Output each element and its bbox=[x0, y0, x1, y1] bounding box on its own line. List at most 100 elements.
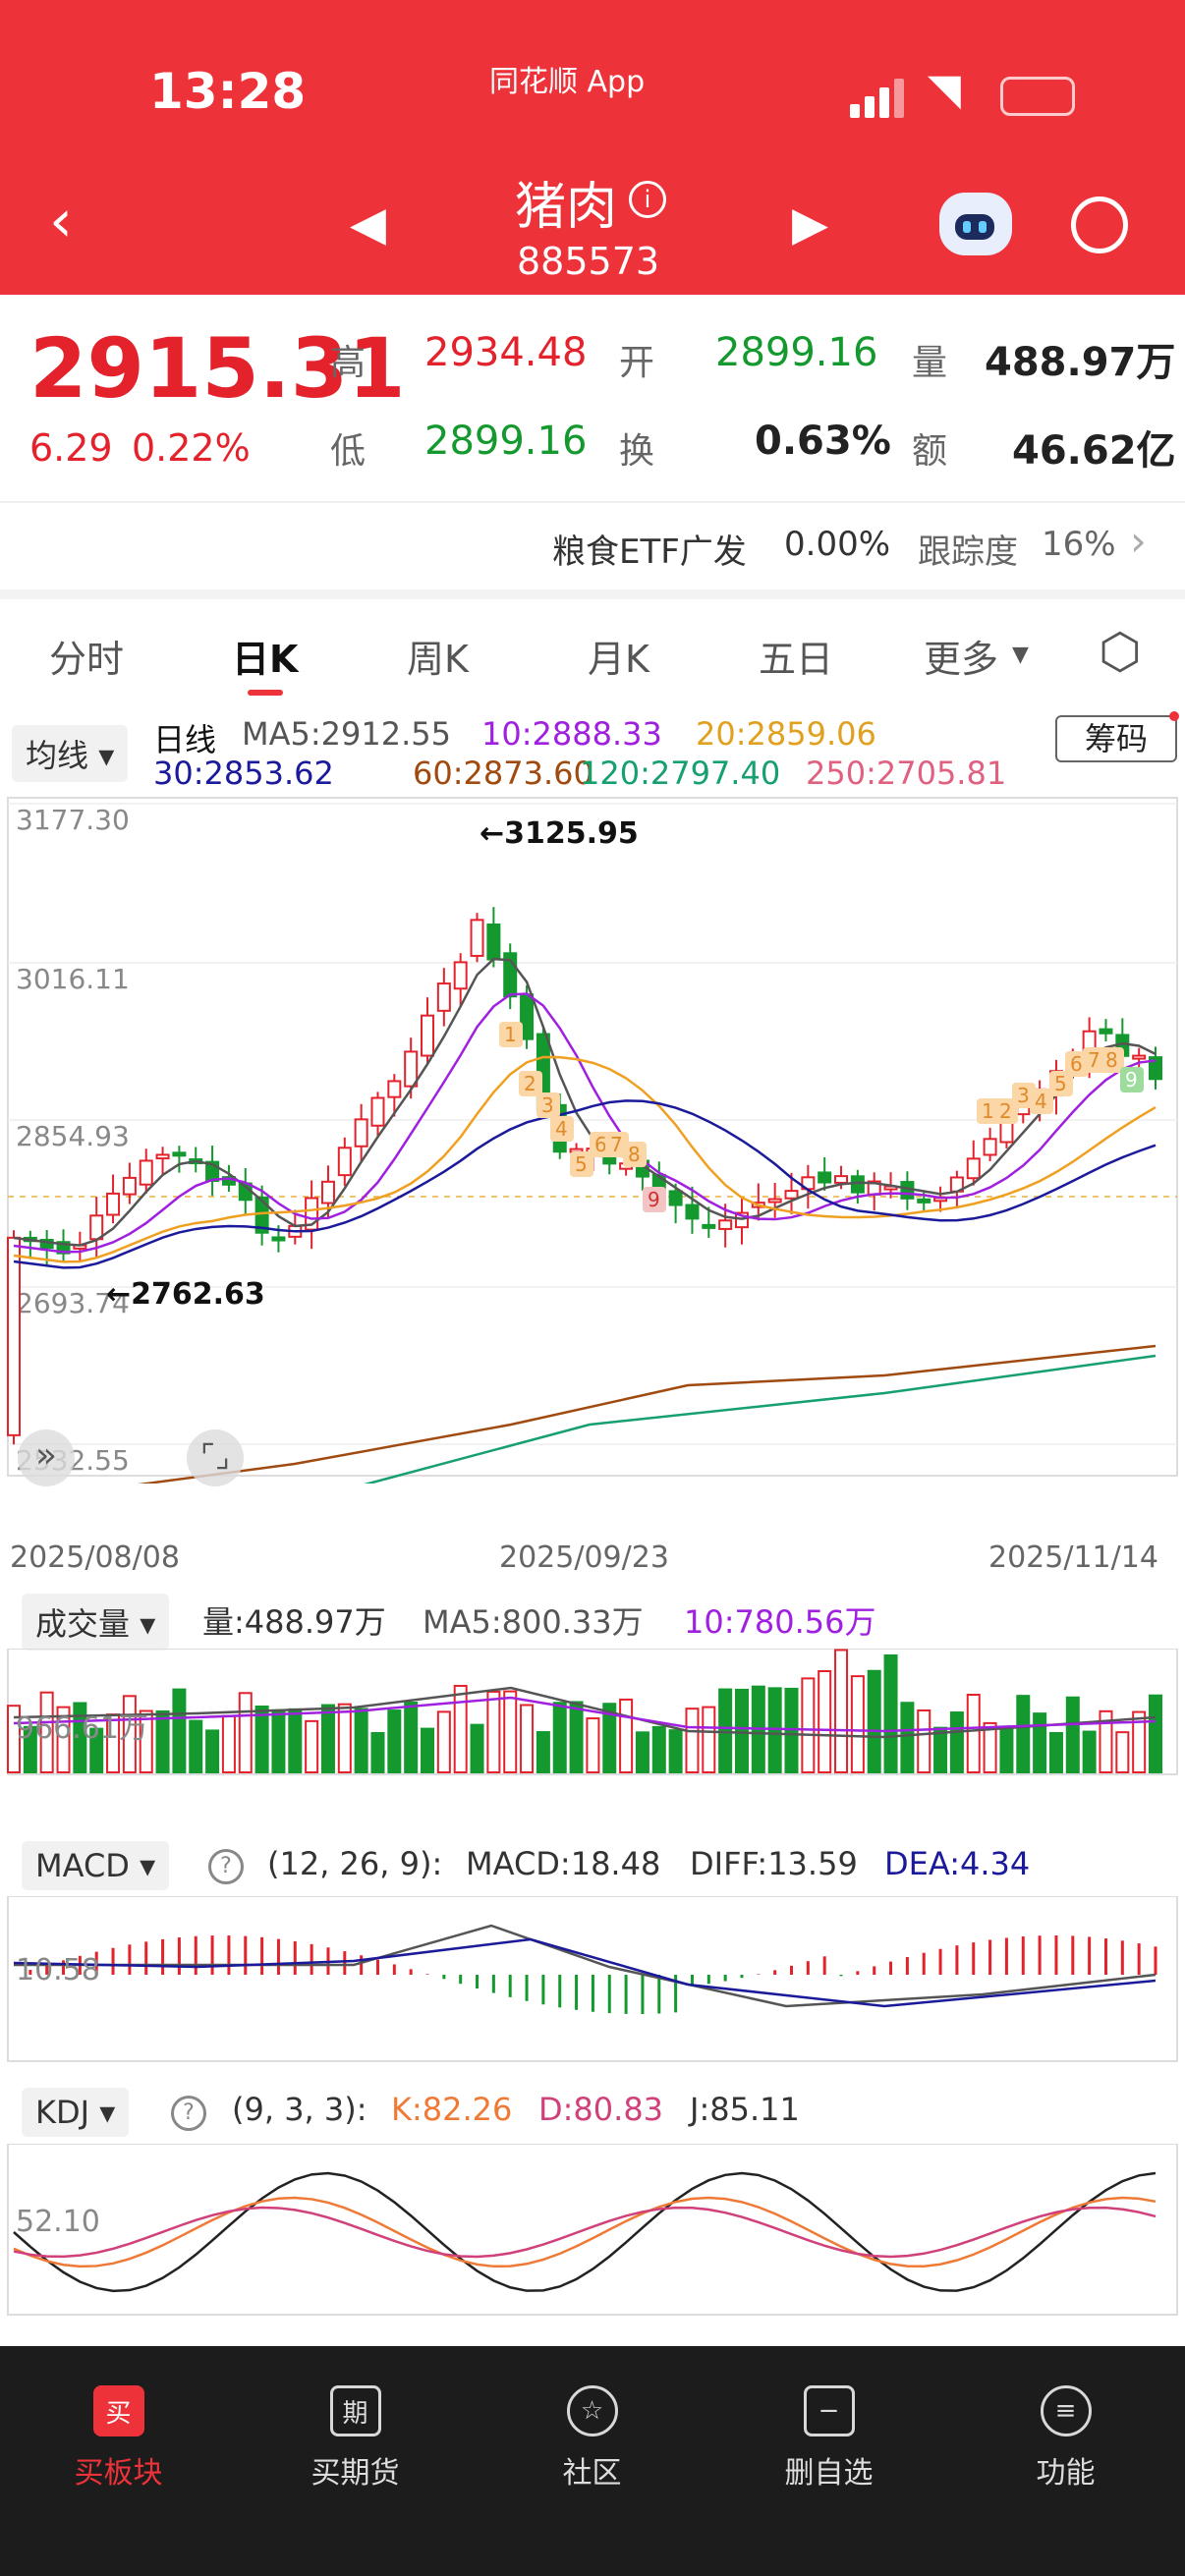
volume-bar bbox=[503, 1690, 518, 1773]
ma10-value: 10:2888.33 bbox=[481, 715, 662, 753]
candle-body bbox=[106, 1192, 121, 1216]
candle-body bbox=[7, 1236, 21, 1436]
kdj-axis-label: 52.10 bbox=[16, 2205, 100, 2239]
macd-chart[interactable] bbox=[0, 1896, 1185, 2063]
candle-body bbox=[254, 1196, 269, 1234]
tab-more[interactable]: 更多 bbox=[924, 638, 999, 681]
volume-bar bbox=[421, 1727, 435, 1773]
ma60-value: 60:2873.60 bbox=[413, 755, 593, 792]
volume-ma10-line bbox=[13, 1696, 1157, 1733]
ma30-line bbox=[13, 1099, 1157, 1269]
candle-body bbox=[486, 923, 501, 961]
td-marker-label: 1 bbox=[982, 1099, 994, 1123]
volume-bar bbox=[370, 1731, 385, 1773]
td-marker-label: 3 bbox=[541, 1093, 554, 1117]
ma5-line bbox=[13, 957, 1157, 1247]
ma-selector[interactable]: 均线 ▾ bbox=[12, 725, 129, 782]
macd-params: (12, 26, 9): bbox=[267, 1845, 443, 1882]
next-stock-icon[interactable]: ▶ bbox=[792, 196, 828, 252]
nav-functions[interactable]: ≡ 功能 bbox=[947, 2346, 1184, 2513]
volume-chart[interactable] bbox=[0, 1649, 1185, 1776]
volume-ma10: 10:780.56万 bbox=[684, 1603, 876, 1641]
robot-assistant-icon[interactable] bbox=[939, 193, 1012, 255]
candle-body bbox=[436, 982, 451, 1012]
k-value: K:82.26 bbox=[391, 2091, 513, 2128]
volume-bar bbox=[999, 1726, 1014, 1773]
volume-bar bbox=[734, 1688, 749, 1773]
volume-bar bbox=[404, 1702, 419, 1773]
settings-hexagon-icon[interactable]: ⬡ bbox=[1099, 623, 1142, 680]
prev-stock-icon[interactable]: ◀ bbox=[350, 196, 386, 252]
back-icon[interactable]: ‹ bbox=[49, 187, 73, 255]
ma10-line bbox=[13, 992, 1157, 1254]
ma120-line bbox=[364, 1354, 1157, 1484]
help-icon[interactable]: ? bbox=[208, 1849, 244, 1884]
volume-bar bbox=[801, 1677, 816, 1774]
tab-daily-k[interactable]: 日K bbox=[232, 638, 299, 681]
volume-bar bbox=[486, 1690, 501, 1773]
fullscreen-button[interactable]: ⌜⌟ bbox=[187, 1429, 244, 1486]
tab-intraday[interactable]: 分时 bbox=[49, 638, 125, 681]
candle-body bbox=[354, 1118, 368, 1148]
nav-buy-sector[interactable]: 买 买板块 bbox=[0, 2346, 237, 2513]
macd-selector-label: MACD bbox=[35, 1847, 130, 1884]
macd-selector[interactable]: MACD ▾ bbox=[22, 1841, 170, 1890]
tab-five-day[interactable]: 五日 bbox=[759, 638, 834, 681]
price-axis-label: 2854.93 bbox=[16, 1120, 130, 1152]
etf-row[interactable]: 粮食ETF广发 0.00% 跟踪度 16% › bbox=[0, 503, 1185, 589]
tab-monthly-k[interactable]: 月K bbox=[588, 638, 649, 681]
price-axis-label: 3177.30 bbox=[16, 804, 130, 836]
kdj-chart[interactable] bbox=[0, 2144, 1185, 2317]
date-mid: 2025/09/23 bbox=[499, 1540, 669, 1575]
volume-bar bbox=[552, 1702, 567, 1773]
track-value: 16% bbox=[1042, 525, 1116, 564]
signal-icon bbox=[850, 79, 905, 118]
volume-today: 量:488.97万 bbox=[202, 1603, 386, 1641]
nav-buy-futures[interactable]: 期 买期货 bbox=[237, 2346, 474, 2513]
macd-frame bbox=[7, 1896, 1178, 2062]
nav-remove-watchlist[interactable]: − 删自选 bbox=[710, 2346, 947, 2513]
search-icon[interactable] bbox=[1071, 196, 1128, 253]
help-icon[interactable]: ? bbox=[171, 2096, 206, 2131]
td-marker-bg bbox=[643, 1187, 666, 1212]
candle-body bbox=[139, 1159, 153, 1186]
buy-icon: 买 bbox=[92, 2385, 144, 2436]
td-marker-label: 8 bbox=[628, 1143, 641, 1166]
tab-weekly-k[interactable]: 周K bbox=[407, 638, 469, 681]
expand-left-button[interactable]: » bbox=[18, 1429, 75, 1486]
volume-bar bbox=[23, 1725, 37, 1773]
td-marker-label: 7 bbox=[1088, 1048, 1100, 1072]
kdj-selector-label: KDJ bbox=[35, 2094, 90, 2131]
volume-bar bbox=[205, 1729, 220, 1774]
low-annotation: ←2762.63 bbox=[106, 1277, 265, 1312]
volume-bar bbox=[354, 1708, 368, 1773]
chip-button[interactable]: 筹码 bbox=[1055, 715, 1177, 762]
candle-body bbox=[271, 1236, 286, 1242]
nav-community[interactable]: ☆ 社区 bbox=[474, 2346, 710, 2513]
volume-bar bbox=[1132, 1710, 1147, 1773]
volume-ma5-line bbox=[13, 1686, 1157, 1739]
volume-bar bbox=[320, 1704, 335, 1773]
candle-body bbox=[470, 919, 484, 957]
td-marker-bg bbox=[536, 1092, 560, 1118]
app-header: 13:28 同花顺 App ◥ ‹ ◀ 猪肉 i 885573 ▶ bbox=[0, 0, 1185, 295]
amount-value: 46.62亿 bbox=[1012, 428, 1176, 474]
volume-bar bbox=[271, 1708, 286, 1773]
ma20-line bbox=[13, 1055, 1157, 1263]
candle-body bbox=[1149, 1056, 1162, 1081]
td-marker-label: 4 bbox=[555, 1117, 568, 1141]
volume-selector[interactable]: 成交量 ▾ bbox=[22, 1594, 170, 1651]
open-value: 2899.16 bbox=[715, 330, 878, 375]
kdj-selector[interactable]: KDJ ▾ bbox=[22, 2088, 130, 2137]
volume-bar bbox=[933, 1726, 948, 1773]
bottom-nav: 买 买板块 期 买期货 ☆ 社区 − 删自选 ≡ 功能 bbox=[0, 2346, 1185, 2576]
kline-chart[interactable]: 3177.303016.112854.932693.742532.55←3125… bbox=[0, 796, 1185, 1484]
volume-bar bbox=[1048, 1731, 1063, 1773]
candle-body bbox=[172, 1151, 187, 1157]
period-tabs: 分时 日K 周K 月K 五日 更多 ▼ ⬡ bbox=[0, 599, 1185, 707]
info-icon[interactable]: i bbox=[629, 181, 666, 218]
nav-label: 删自选 bbox=[784, 2456, 874, 2491]
candle-body bbox=[453, 961, 468, 990]
candle-body bbox=[685, 1204, 700, 1220]
ma5-value: MA5:2912.55 bbox=[242, 715, 451, 753]
